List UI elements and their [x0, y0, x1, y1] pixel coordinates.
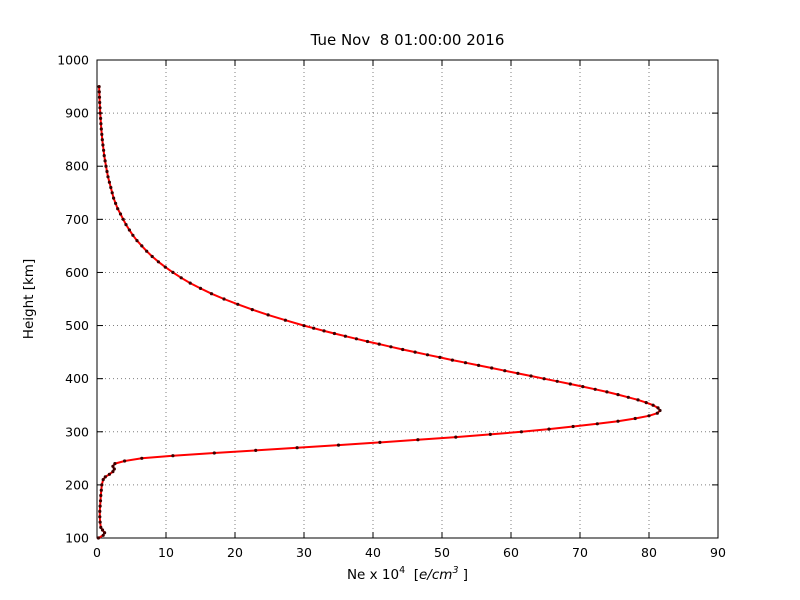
x-tick-label: 50	[434, 545, 450, 560]
y-tick-label: 700	[65, 212, 89, 227]
x-tick-label: 80	[641, 545, 657, 560]
x-tick-label: 40	[365, 545, 381, 560]
y-tick-label: 500	[65, 318, 89, 333]
x-tick-label: 10	[158, 545, 174, 560]
x-tick-label: 70	[572, 545, 588, 560]
y-tick-label: 100	[65, 531, 89, 546]
y-tick-label: 400	[65, 371, 89, 386]
x-axis-label: Ne x 104 [e/cm3 ]	[347, 565, 468, 583]
series-line	[97, 85, 661, 539]
series-markers	[96, 85, 662, 540]
chart-title: Tue Nov 8 01:00:00 2016	[310, 31, 505, 49]
x-tick-label: 30	[296, 545, 312, 560]
y-axis-label: Height [km]	[21, 259, 37, 339]
x-tick-label: 0	[93, 545, 101, 560]
gridlines	[97, 60, 718, 538]
y-tick-label: 1000	[57, 53, 89, 68]
x-tick-label: 60	[503, 545, 519, 560]
y-tick-label: 200	[65, 477, 89, 492]
y-tick-label: 900	[65, 106, 89, 121]
y-tick-label: 600	[65, 265, 89, 280]
x-tick-label: 90	[710, 545, 726, 560]
x-tick-label: 20	[227, 545, 243, 560]
axis-ticks: 0 10 20 30 40 50 60 70 80 90 100 200 300 400 500 600 700…	[57, 53, 726, 561]
y-tick-label: 800	[65, 159, 89, 174]
y-tick-label: 300	[65, 424, 89, 439]
plot-frame	[96, 59, 719, 539]
